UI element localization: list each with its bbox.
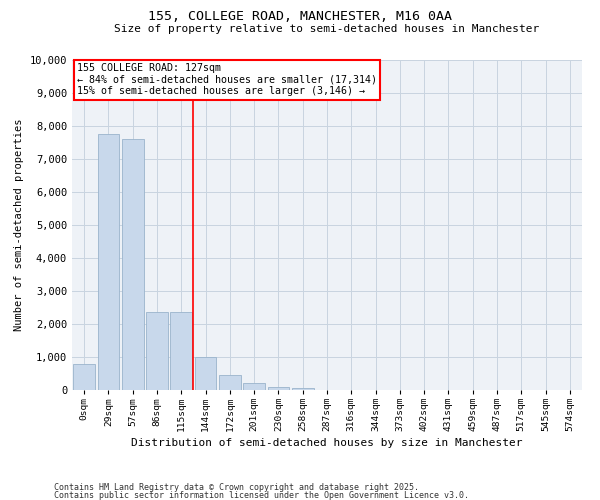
Bar <box>146 312 168 390</box>
Text: Contains HM Land Registry data © Crown copyright and database right 2025.: Contains HM Land Registry data © Crown c… <box>54 484 419 492</box>
Bar <box>292 388 314 390</box>
Bar <box>268 386 289 390</box>
Bar <box>73 364 95 390</box>
Bar <box>122 139 143 390</box>
Bar <box>219 375 241 390</box>
X-axis label: Distribution of semi-detached houses by size in Manchester: Distribution of semi-detached houses by … <box>131 438 523 448</box>
Bar <box>243 384 265 390</box>
Text: 155 COLLEGE ROAD: 127sqm
← 84% of semi-detached houses are smaller (17,314)
15% : 155 COLLEGE ROAD: 127sqm ← 84% of semi-d… <box>77 64 377 96</box>
Bar <box>194 357 217 390</box>
Title: Size of property relative to semi-detached houses in Manchester: Size of property relative to semi-detach… <box>115 24 539 34</box>
Text: 155, COLLEGE ROAD, MANCHESTER, M16 0AA: 155, COLLEGE ROAD, MANCHESTER, M16 0AA <box>148 10 452 23</box>
Bar <box>170 312 192 390</box>
Bar <box>97 134 119 390</box>
Text: Contains public sector information licensed under the Open Government Licence v3: Contains public sector information licen… <box>54 490 469 500</box>
Y-axis label: Number of semi-detached properties: Number of semi-detached properties <box>14 118 24 331</box>
